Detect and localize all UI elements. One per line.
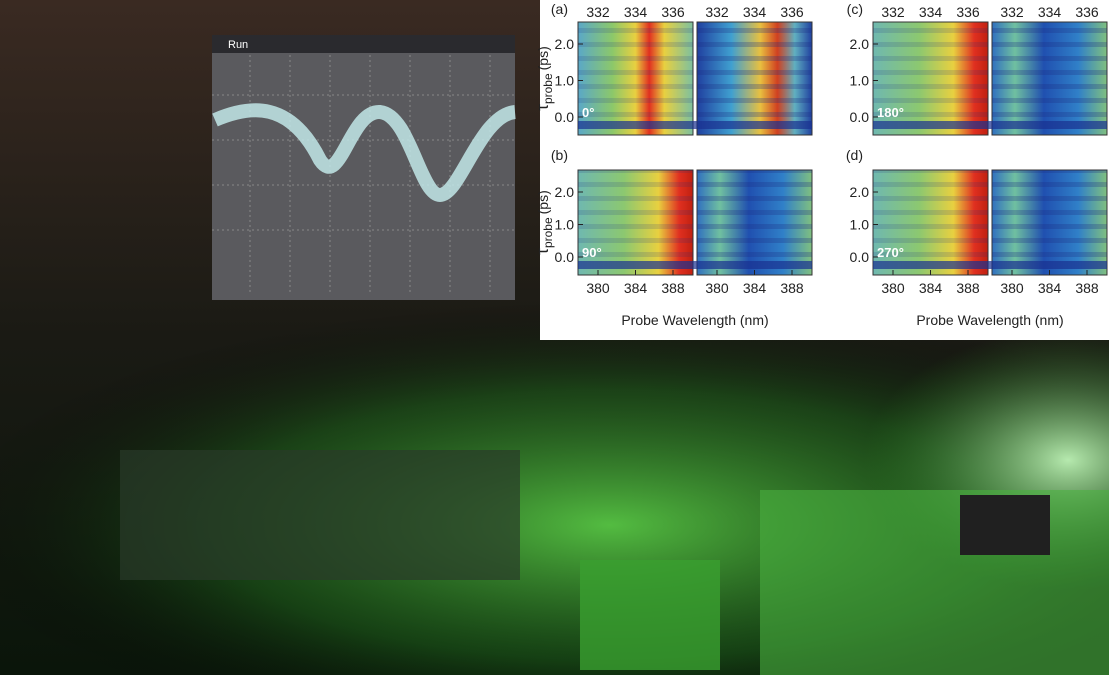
y-label-subscript: probe — [541, 217, 555, 248]
y-tick-label: 0.0 — [555, 109, 575, 125]
y-label-subscript: probe — [541, 73, 555, 104]
top-tick-label: 334 — [919, 4, 943, 20]
y-tick-label: 2.0 — [555, 36, 575, 52]
x-tick-label: 380 — [705, 280, 729, 296]
y-tick-label: 0.0 — [850, 109, 870, 125]
top-tick-label: 334 — [743, 4, 767, 20]
y-label-unit: (ps) — [535, 46, 551, 70]
top-tick-label: 336 — [780, 4, 804, 20]
y-tick-label: 0.0 — [850, 249, 870, 265]
page: {"photo": {"screen_label": "Run"}, "figu… — [0, 0, 1109, 675]
x-tick-label: 388 — [1075, 280, 1099, 296]
y-tick-label: 0.0 — [555, 249, 575, 265]
angle-label: 0° — [582, 105, 594, 120]
top-tick-label: 332 — [705, 4, 729, 20]
angle-label: 180° — [877, 105, 904, 120]
heatmap-fringes — [697, 170, 812, 260]
heatmap-base — [578, 121, 812, 129]
heatmap-base — [578, 261, 812, 269]
heatmap-fringes — [992, 170, 1107, 260]
top-tick-label: 336 — [1075, 4, 1099, 20]
top-tick-label: 334 — [1038, 4, 1062, 20]
screen-label: Run — [228, 39, 248, 51]
x-tick-label: 384 — [624, 280, 648, 296]
y-tick-label: 1.0 — [850, 73, 870, 89]
top-tick-label: 336 — [661, 4, 685, 20]
top-tick-label: 334 — [624, 4, 648, 20]
panel-label: (a) — [551, 1, 568, 17]
top-tick-label: 332 — [881, 4, 905, 20]
heatmap-fringes — [697, 22, 812, 120]
x-tick-label: 384 — [919, 280, 943, 296]
x-tick-label: 380 — [1000, 280, 1024, 296]
panel-label: (d) — [846, 147, 863, 163]
oscilloscope-screen: Run — [212, 35, 515, 300]
x-tick-label: 384 — [743, 280, 767, 296]
heatmap-fringes — [992, 22, 1107, 120]
x-tick-label: 388 — [956, 280, 980, 296]
heatmap-fringes — [578, 22, 693, 120]
y-tick-label: 1.0 — [555, 217, 575, 233]
y-tick-label: 1.0 — [555, 73, 575, 89]
y-tick-label: 2.0 — [850, 184, 870, 200]
x-tick-label: 384 — [1038, 280, 1062, 296]
x-tick-label: 380 — [881, 280, 905, 296]
panel-label: (c) — [847, 1, 863, 17]
x-tick-label: 380 — [586, 280, 610, 296]
y-label-unit: (ps) — [535, 190, 551, 214]
panel-label: (b) — [551, 147, 568, 163]
x-axis-label: Probe Wavelength (nm) — [621, 312, 768, 328]
heatmap-base — [873, 121, 1107, 129]
top-tick-label: 332 — [586, 4, 610, 20]
y-tick-label: 1.0 — [850, 217, 870, 233]
angle-label: 90° — [582, 245, 602, 260]
y-tick-label: 2.0 — [555, 184, 575, 200]
y-tick-label: 2.0 — [850, 36, 870, 52]
scene: Run (a)0°2.01.00.0τprobe(ps)332334336332… — [0, 0, 1109, 675]
x-tick-label: 388 — [780, 280, 804, 296]
top-tick-label: 336 — [956, 4, 980, 20]
angle-label: 270° — [877, 245, 904, 260]
x-axis-label: Probe Wavelength (nm) — [916, 312, 1063, 328]
top-tick-label: 332 — [1000, 4, 1024, 20]
heatmap-base — [873, 261, 1107, 269]
x-tick-label: 388 — [661, 280, 685, 296]
